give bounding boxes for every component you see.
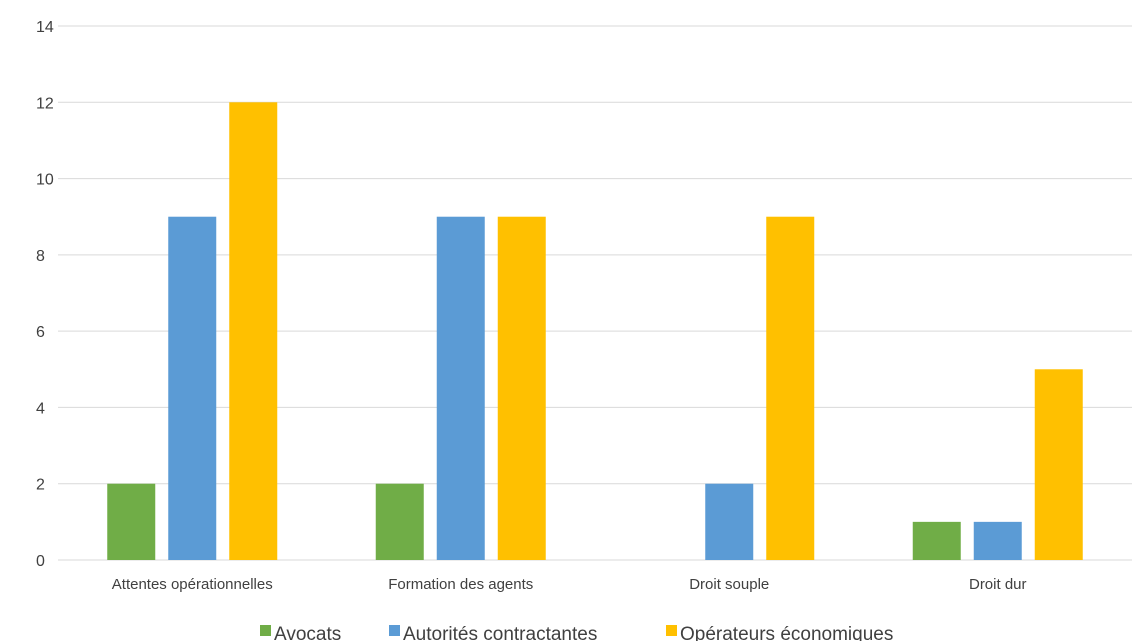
y-tick-label: 14: [36, 19, 54, 36]
y-tick-label: 2: [36, 477, 45, 494]
x-category-label: Droit dur: [969, 576, 1027, 593]
bar: [107, 483, 156, 560]
legend-swatch: [666, 625, 677, 636]
legend-label: Opérateurs économiques: [680, 624, 893, 641]
bar: [912, 521, 961, 560]
bar: [375, 483, 424, 560]
bar: [766, 216, 815, 560]
y-tick-label: 6: [36, 324, 45, 341]
x-axis-categories: Attentes opérationnelles Formation des ag…: [112, 576, 1027, 593]
bar: [1034, 369, 1083, 560]
bar: [973, 521, 1022, 560]
y-tick-label: 12: [36, 95, 54, 112]
legend-label: Autorités contractantes: [403, 624, 597, 641]
bar: [168, 216, 217, 560]
x-category-label: Attentes opérationnelles: [112, 576, 273, 593]
bar: [497, 216, 546, 560]
y-tick-label: 0: [36, 553, 45, 570]
gridlines: [58, 25, 1132, 561]
legend-swatch: [260, 625, 271, 636]
y-tick-label: 8: [36, 248, 45, 265]
y-tick-label: 10: [36, 172, 54, 189]
x-category-label: Formation des agents: [388, 576, 533, 593]
y-tick-label: 4: [36, 400, 45, 417]
legend-swatch: [389, 625, 400, 636]
legend: Avocats Autorités contractantes Opérateurs…: [260, 624, 893, 641]
bars: [107, 102, 1083, 561]
x-category-label: Droit souple: [689, 576, 769, 593]
bar: [229, 102, 278, 561]
bar: [705, 483, 754, 560]
legend-label: Avocats: [274, 624, 341, 641]
bar: [436, 216, 485, 560]
y-axis-ticks: 0 2 4 6 8 10 12 14: [36, 19, 54, 570]
